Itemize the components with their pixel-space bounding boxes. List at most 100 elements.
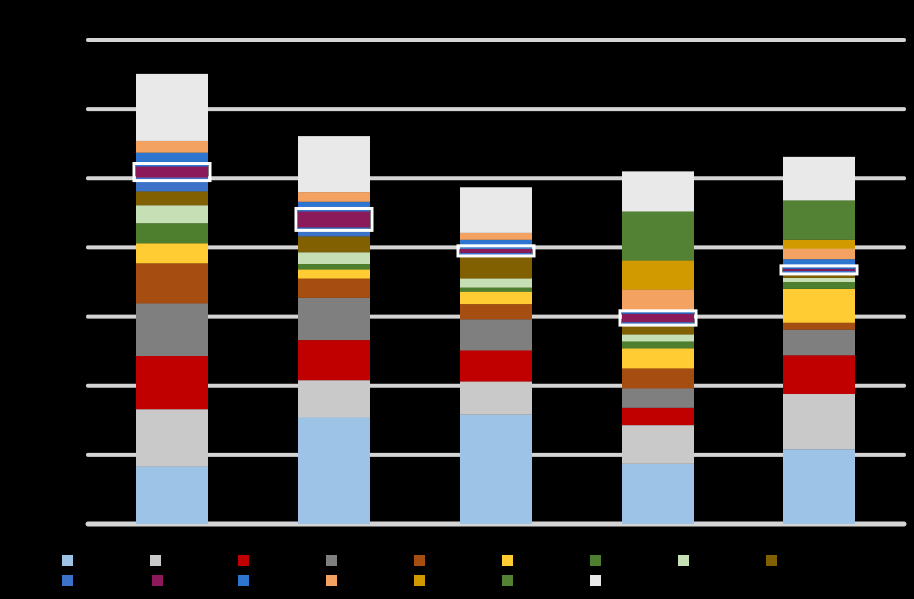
bar-segment: [460, 278, 532, 288]
legend-item: [326, 552, 337, 568]
bar-segment: [136, 466, 208, 524]
legend-item: [150, 552, 161, 568]
legend-item: [678, 552, 689, 568]
bar-segment: [622, 388, 694, 408]
bar-segment: [460, 291, 532, 305]
legend-swatch: [326, 574, 337, 586]
bar-segment: [783, 156, 855, 201]
legend-row-1: [62, 552, 882, 572]
bar-segment: [136, 263, 208, 304]
legend-item: [326, 572, 337, 588]
bar-segment: [298, 201, 370, 212]
bar-segment: [783, 282, 855, 289]
bar-segment: [460, 414, 532, 524]
bar-segment: [622, 425, 694, 464]
bar-segment: [460, 304, 532, 320]
bar-segment: [298, 236, 370, 253]
bar-segment: [460, 187, 532, 233]
bar-segment: [783, 355, 855, 395]
legend-item: [590, 572, 601, 588]
legend-swatch: [150, 554, 161, 566]
bar-segment: [298, 211, 370, 228]
legend-item: [502, 552, 513, 568]
bar-segment: [783, 275, 855, 278]
legend-swatch: [502, 574, 513, 586]
bar-segment: [622, 341, 694, 349]
bar-segment: [136, 140, 208, 153]
bar-segment: [298, 252, 370, 265]
bar-segment: [136, 409, 208, 467]
legend-item: [502, 572, 513, 588]
bar-segment: [298, 340, 370, 381]
bar-segment: [298, 136, 370, 193]
legend-swatch: [152, 574, 163, 586]
legend-item: [766, 552, 777, 568]
bar-segment: [783, 248, 855, 260]
bar-segment: [783, 239, 855, 249]
legend-swatch: [590, 574, 601, 586]
bar-segment: [783, 329, 855, 356]
legend-swatch: [502, 554, 513, 566]
legend-swatch: [678, 554, 689, 566]
legend-swatch: [238, 554, 249, 566]
bar-segment: [783, 322, 855, 330]
bar-segment: [622, 289, 694, 310]
bar-segment: [622, 313, 694, 323]
bar-segment: [136, 73, 208, 141]
bar-segment: [298, 192, 370, 202]
bar-segment: [298, 417, 370, 524]
legend-swatch: [414, 574, 425, 586]
bar-segment: [460, 381, 532, 415]
legend-swatch: [414, 554, 425, 566]
legend-swatch: [326, 554, 337, 566]
bar-segment: [136, 355, 208, 410]
bar-segment: [298, 380, 370, 418]
bar-segment: [298, 269, 370, 279]
bar-segment: [622, 326, 694, 335]
bar-segment: [622, 334, 694, 342]
bar-segment: [460, 232, 532, 240]
bar-segment: [622, 407, 694, 426]
bar-segment: [783, 277, 855, 282]
bar-segment: [298, 278, 370, 298]
legend: [62, 552, 882, 592]
bar-segment: [783, 259, 855, 269]
bar-segment: [783, 288, 855, 323]
bar-segment: [136, 223, 208, 244]
segment-highlight: [618, 309, 698, 327]
legend-swatch: [62, 574, 73, 586]
bar-segment: [460, 319, 532, 351]
legend-item: [238, 572, 249, 588]
bar-segment: [783, 394, 855, 450]
segment-highlight: [132, 162, 212, 183]
bar-segment: [460, 287, 532, 292]
legend-item: [62, 552, 73, 568]
legend-item: [238, 552, 249, 568]
bar-segment: [622, 260, 694, 290]
legend-swatch: [590, 554, 601, 566]
legend-item: [414, 552, 425, 568]
legend-item: [414, 572, 425, 588]
bar-stacks: [136, 73, 855, 524]
bar-segment: [783, 449, 855, 524]
bar-segment: [783, 268, 855, 271]
bar-segment: [622, 348, 694, 369]
bar-segment: [622, 171, 694, 212]
bar-segment: [298, 297, 370, 341]
legend-swatch: [238, 574, 249, 586]
bar-segment: [622, 463, 694, 524]
legend-item: [590, 552, 601, 568]
bar-segment: [783, 200, 855, 240]
bar-segment: [136, 243, 208, 264]
segment-highlight: [779, 264, 859, 276]
bar-segment: [136, 166, 208, 178]
bar-segment: [298, 264, 370, 270]
bar-segment: [460, 257, 532, 279]
legend-item: [62, 572, 73, 588]
bar-segment: [622, 368, 694, 389]
bar-segment: [136, 303, 208, 356]
bar-segment: [136, 191, 208, 206]
bar-segment: [622, 211, 694, 261]
segment-highlight: [294, 206, 374, 232]
legend-row-2: [62, 572, 882, 592]
